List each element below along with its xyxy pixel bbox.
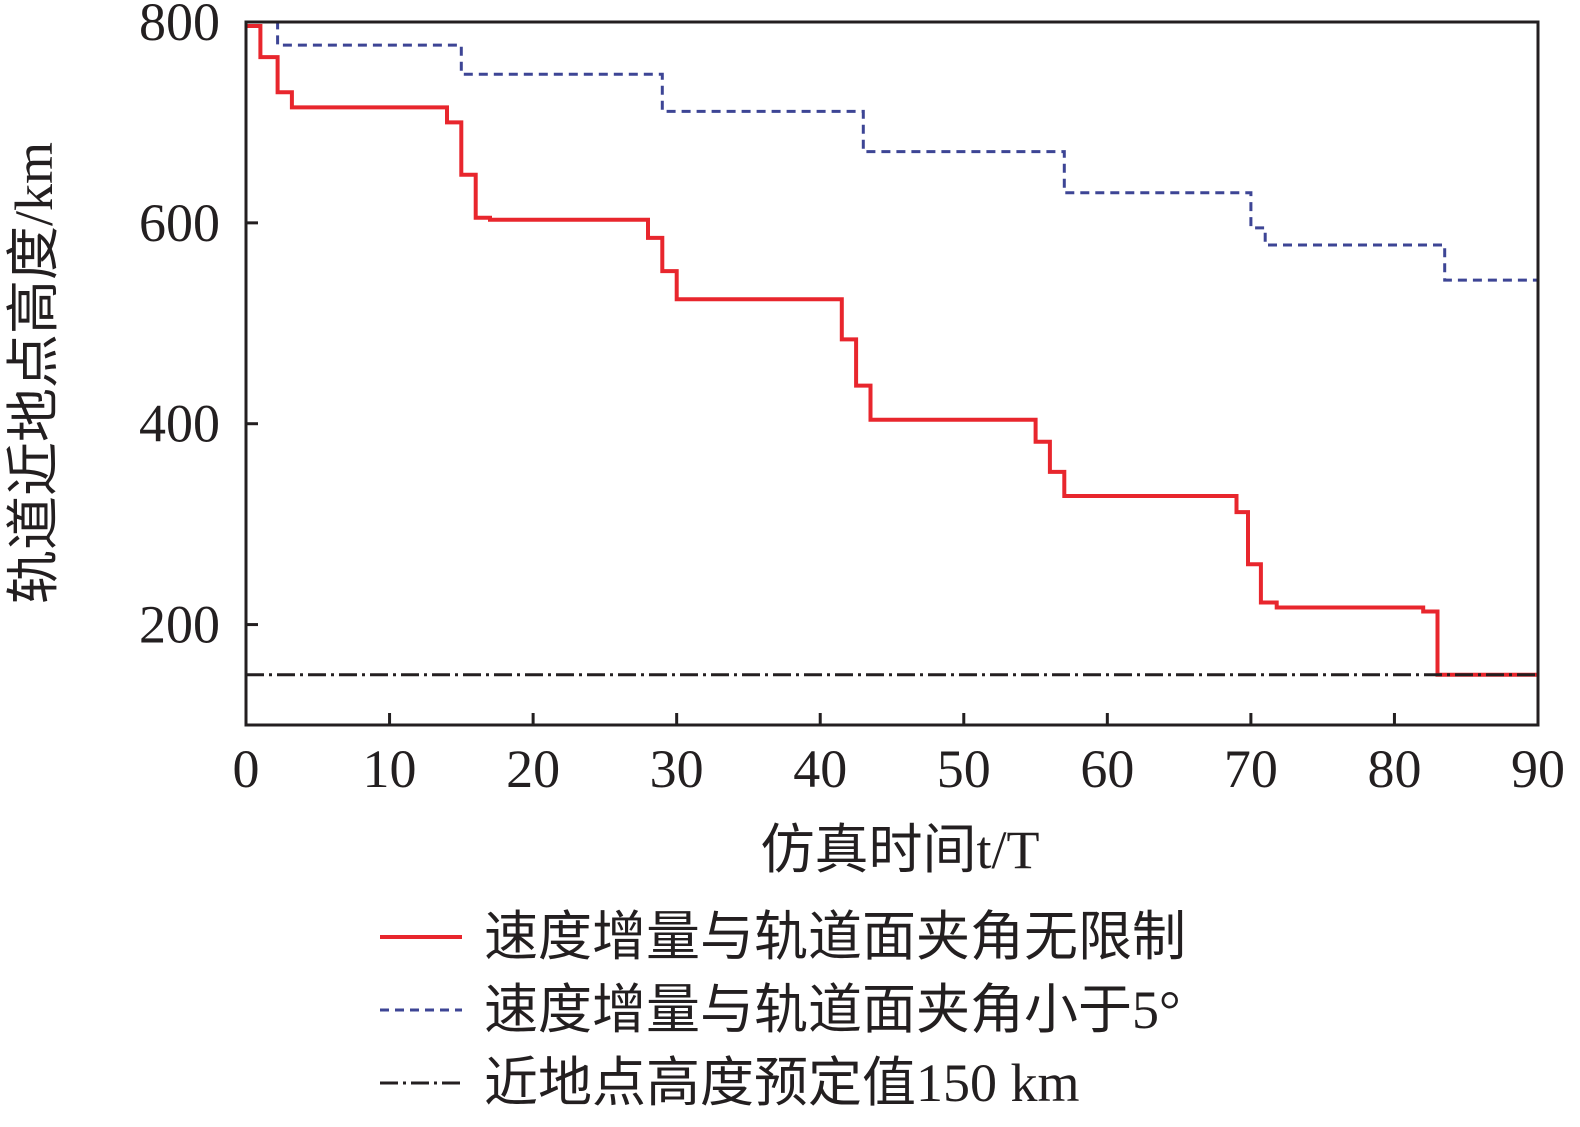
y-ticks: 200 400 600 800: [139, 0, 258, 655]
y-tick-label: 800: [139, 0, 220, 52]
y-axis-title: 轨道近地点高度/km: [4, 142, 64, 604]
x-tick-label: 50: [937, 739, 991, 799]
x-tick-label: 10: [363, 739, 417, 799]
x-tick-label: 0: [233, 739, 260, 799]
plot-frame: [244, 20, 1540, 727]
y-tick-label: 400: [139, 394, 220, 454]
x-tick-label: 70: [1224, 739, 1278, 799]
y-tick-label: 600: [139, 193, 220, 253]
y-tick-label: 200: [139, 595, 220, 655]
x-tick-label: 30: [650, 739, 704, 799]
x-tick-label: 40: [793, 739, 847, 799]
x-tick-label: 80: [1367, 739, 1421, 799]
legend-label-threshold: 近地点高度预定值150 km: [484, 1053, 1080, 1113]
series-line-limited-5deg: [246, 20, 1538, 282]
x-ticks: 0 10 20 30 40 50 60 70 80 90: [233, 713, 1565, 799]
legend: 速度增量与轨道面夹角无限制 速度增量与轨道面夹角小于5° 近地点高度预定值150…: [380, 907, 1186, 1113]
series-layer: [246, 20, 1538, 677]
x-axis-title: 仿真时间t/T: [761, 820, 1040, 880]
legend-label-limited-5deg: 速度增量与轨道面夹角小于5°: [484, 980, 1181, 1040]
series-line-unlimited: [246, 24, 1538, 677]
x-tick-label: 90: [1511, 739, 1565, 799]
x-tick-label: 60: [1080, 739, 1134, 799]
x-tick-label: 20: [506, 739, 560, 799]
legend-label-unlimited: 速度增量与轨道面夹角无限制: [484, 907, 1186, 967]
